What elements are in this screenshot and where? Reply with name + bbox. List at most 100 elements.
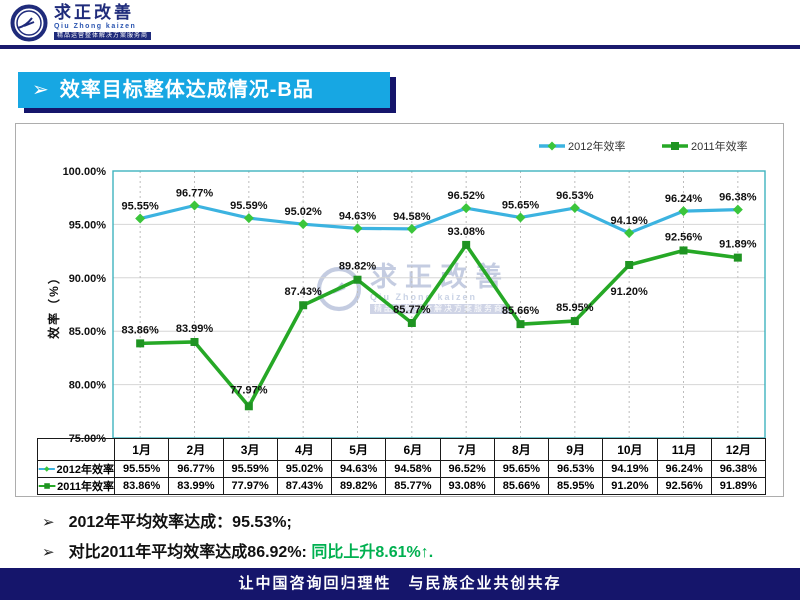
legend-label: 2011年效率: [691, 139, 748, 153]
data-label: 85.66%: [502, 305, 540, 317]
data-marker: [625, 260, 634, 269]
table-value-cell: 94.19%: [602, 460, 658, 478]
y-axis-title: 效率（%）: [46, 270, 61, 339]
data-marker: [671, 142, 679, 150]
data-label: 96.52%: [448, 190, 486, 202]
table-month-header: 10月: [602, 438, 658, 461]
data-label: 92.56%: [665, 231, 703, 243]
logo-emblem-icon: [10, 4, 48, 42]
logo-subtitle: Qiu Zhong kaizen: [54, 23, 137, 30]
data-marker: [407, 318, 416, 327]
table-value-cell: 87.43%: [276, 477, 333, 495]
table-month-header: 6月: [385, 438, 441, 461]
table-value-cell: 96.53%: [547, 460, 604, 478]
table-value-cell: 96.52%: [439, 460, 495, 478]
data-marker: [516, 320, 525, 329]
data-marker: [298, 219, 309, 230]
data-marker: [352, 223, 363, 234]
data-marker: [406, 223, 417, 234]
y-tick-label: 90.00%: [69, 273, 107, 285]
data-label: 89.82%: [339, 261, 377, 273]
table-value-cell: 83.86%: [113, 477, 170, 495]
bullet-arrow-icon: ➢: [42, 544, 55, 561]
table-value-cell: 85.95%: [547, 477, 604, 495]
data-label: 93.08%: [448, 226, 486, 238]
data-marker: [243, 213, 254, 224]
data-label: 91.89%: [719, 239, 757, 251]
table-month-header: 4月: [276, 438, 333, 461]
data-label: 83.86%: [122, 324, 160, 336]
series-line-2012年效率: [138, 203, 740, 235]
data-label: 94.19%: [611, 215, 649, 227]
data-marker: [678, 206, 689, 217]
table-value-cell: 83.99%: [168, 477, 224, 495]
efficiency-line-chart: 100.00%95.00%90.00%85.00%80.00%75.00%效率（…: [46, 139, 766, 445]
table-value-cell: 91.89%: [710, 477, 767, 495]
table-value-cell: 89.82%: [330, 477, 387, 495]
table-value-cell: 85.66%: [493, 477, 550, 495]
data-marker: [353, 275, 362, 284]
table-header: 1月 2月 3月 4月 5月 6月 7月 8月 9月 10月 11月 12月: [37, 438, 767, 461]
chart-panel: 求正改善 Qiu Zhong kaizen 精品运营整体解决方案服务商 100.…: [15, 123, 784, 497]
logo-title: 求正改善: [54, 3, 134, 22]
data-label: 87.43%: [285, 286, 323, 298]
table-value-cell: 96.24%: [656, 460, 712, 478]
table-value-cell: 77.97%: [222, 477, 278, 495]
table-row-label: 2012年效率: [56, 464, 114, 476]
summary-text-2: 对比2011年平均效率达成86.92%:: [68, 544, 312, 561]
logo-text: 求正改善 Qiu Zhong kaizen 精品运营整体解决方案服务商: [54, 3, 152, 40]
table-value-cell: 95.65%: [493, 460, 550, 478]
data-label: 95.55%: [122, 201, 160, 213]
data-marker: [244, 402, 253, 411]
summary-bullets: ➢ 2012年平均效率达成：95.53%; ➢ 对比2011年平均效率达成86.…: [42, 508, 433, 568]
footer-slogan: 让中国咨询回归理性 与民族企业共创共存: [0, 568, 800, 600]
table-month-header: 12月: [710, 438, 767, 461]
table-month-header: 9月: [547, 438, 604, 461]
table-month-header: 5月: [330, 438, 387, 461]
table-value-cell: 94.58%: [385, 460, 441, 478]
summary-line-2: ➢ 对比2011年平均效率达成86.92%: 同比上升8.61%↑.: [42, 538, 433, 562]
table-value-cell: 95.59%: [222, 460, 278, 478]
legend-label: 2012年效率: [568, 139, 625, 153]
company-logo: 求正改善 Qiu Zhong kaizen 精品运营整体解决方案服务商: [10, 3, 152, 42]
data-label: 91.20%: [611, 286, 649, 298]
table-value-cell: 91.20%: [602, 477, 658, 495]
data-marker: [136, 339, 145, 348]
data-marker: [462, 240, 471, 249]
table-value-cell: 95.55%: [113, 460, 170, 478]
y-tick-label: 85.00%: [69, 326, 107, 338]
table-month-header: 7月: [439, 438, 495, 461]
page-title-label: 效率目标整体达成情况-B品: [59, 79, 314, 101]
data-label: 83.99%: [176, 323, 214, 335]
table-value-cell: 95.02%: [276, 460, 333, 478]
data-marker: [732, 204, 743, 215]
y-tick-label: 95.00%: [69, 219, 107, 231]
data-label: 77.97%: [230, 384, 268, 396]
data-marker: [135, 213, 146, 224]
data-label: 95.02%: [285, 206, 323, 218]
plot-border: [112, 170, 766, 439]
data-marker: [547, 141, 557, 151]
data-label: 94.63%: [339, 210, 377, 222]
data-marker: [570, 317, 579, 326]
y-tick-label: 100.00%: [63, 166, 107, 178]
data-marker: [733, 253, 742, 262]
data-marker: [569, 203, 580, 214]
table-value-cell: 94.63%: [330, 460, 387, 478]
title-arrow-icon: ➢: [32, 79, 50, 101]
table-row: 2012年效率 95.55% 96.77% 95.59% 95.02% 94.63% 94.…: [37, 460, 767, 478]
table-row-label-cell: 2012年效率: [37, 460, 115, 478]
data-marker: [515, 212, 526, 223]
data-label: 94.58%: [393, 211, 431, 223]
data-label: 95.59%: [230, 200, 268, 212]
data-label: 96.53%: [556, 190, 594, 202]
page-title: ➢ 效率目标整体达成情况-B品: [18, 72, 390, 108]
y-tick-label: 80.00%: [69, 380, 107, 392]
data-marker: [461, 203, 472, 214]
data-marker: [624, 228, 635, 239]
table-row-label-cell: 2011年效率: [37, 477, 115, 495]
summary-line-1: ➢ 2012年平均效率达成：95.53%;: [42, 508, 433, 532]
table-month-header: 2月: [168, 438, 224, 461]
table-month-header: 1月: [113, 438, 170, 461]
